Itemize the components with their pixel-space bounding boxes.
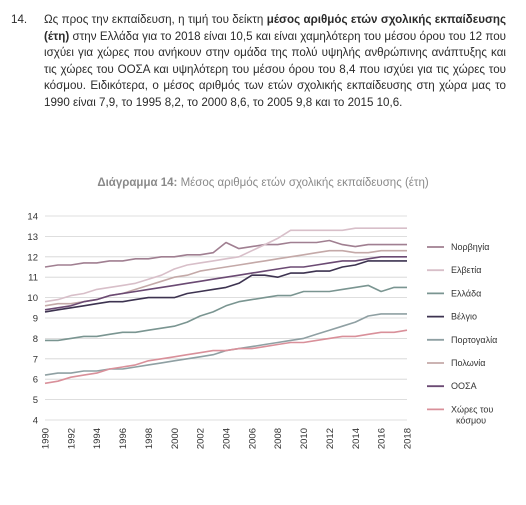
y-tick-label: 13 xyxy=(27,232,38,243)
y-tick-label: 4 xyxy=(33,416,38,427)
paragraph-number: 14. xyxy=(11,13,28,26)
x-tick-label: 1996 xyxy=(118,428,129,449)
y-tick-label: 5 xyxy=(33,395,38,406)
legend-label: Νορβηγία xyxy=(451,242,490,252)
x-tick-label: 1990 xyxy=(41,428,52,449)
series-line-0 xyxy=(44,239,407,268)
chart-legend: Νορβηγία Ελβετία Ελλάδα Βέλγιο Πορτογαλία Πολ… xyxy=(427,242,497,425)
series-line-7 xyxy=(44,329,408,385)
y-tick-label: 12 xyxy=(27,252,38,263)
x-tick-label: 2008 xyxy=(273,428,284,449)
legend-label: ΟΟΣΑ xyxy=(451,381,477,391)
x-tick-label: 2006 xyxy=(247,428,258,449)
x-tick-label: 2000 xyxy=(170,428,181,449)
series-line-1 xyxy=(44,227,407,303)
paragraph-text: Ως προς την εκπαίδευση, η τιμή του δείκτ… xyxy=(44,12,506,111)
series-line-6 xyxy=(44,255,407,311)
y-tick-label: 9 xyxy=(33,314,38,325)
y-tick-label: 14 xyxy=(27,212,38,223)
y-axis-ticks: 4 5 6 7 8 9 10 11 12 13 14 xyxy=(27,212,38,427)
caption-text: Μέσος αριθμός ετών σχολικής εκπαίδευσης … xyxy=(177,177,429,189)
x-tick-label: 2004 xyxy=(222,428,233,449)
x-tick-label: 2012 xyxy=(325,428,336,449)
x-tick-label: 1992 xyxy=(66,428,77,449)
chart-caption: Διάγραμμα 14: Μέσος αριθμός ετών σχολική… xyxy=(0,177,526,189)
x-tick-label: 2014 xyxy=(351,428,362,449)
x-tick-label: 2010 xyxy=(299,428,310,449)
caption-label: Διάγραμμα 14: xyxy=(97,177,178,189)
legend-label: Ελλάδα xyxy=(451,288,481,298)
y-tick-label: 8 xyxy=(33,334,38,345)
paragraph-text-pre: Ως προς την εκπαίδευση, η τιμή του δείκτ… xyxy=(44,13,267,26)
x-tick-label: 2016 xyxy=(377,428,388,449)
legend-label: Ελβετία xyxy=(451,265,481,275)
x-tick-label: 2018 xyxy=(403,428,414,449)
y-tick-label: 7 xyxy=(33,354,38,365)
series-line-4 xyxy=(44,313,407,376)
y-tick-label: 11 xyxy=(28,273,38,284)
legend-label: Βέλγιο xyxy=(451,312,477,322)
x-tick-label: 2002 xyxy=(196,428,207,449)
x-tick-label: 1994 xyxy=(92,428,103,449)
legend-label: Χώρες του κόσμου xyxy=(451,404,493,425)
paragraph-text-post: στην Ελλάδα για το 2018 είναι 10,5 και ε… xyxy=(44,29,506,109)
series-lines xyxy=(44,227,408,385)
x-axis-ticks: 1990 1992 1994 1996 1998 2000 2002 2004 2006 2008… xyxy=(41,428,414,449)
series-line-3 xyxy=(44,260,407,313)
series-line-2 xyxy=(45,284,407,342)
legend-label: Πορτογαλία xyxy=(451,335,497,345)
indicator-name: μέσος αριθμός ετών σχολικής εκπαίδευσης … xyxy=(44,13,506,43)
y-tick-label: 6 xyxy=(33,375,38,386)
y-tick-label: 10 xyxy=(27,293,38,304)
legend-label: Πολωνία xyxy=(451,358,485,368)
x-tick-label: 1998 xyxy=(144,428,155,449)
